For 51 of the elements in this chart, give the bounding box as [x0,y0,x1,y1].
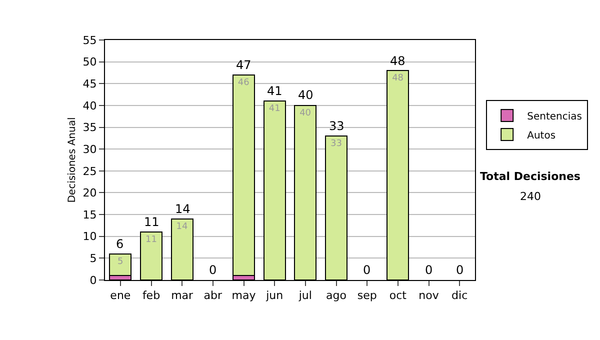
x-tick-label: jun [265,289,284,302]
y-tick-label: 20 [82,186,97,200]
y-tick-label: 50 [82,56,97,69]
x-tick-label: oct [389,289,408,302]
data-label: 5 [118,256,124,267]
x-tick-label: dic [452,289,468,302]
x-tick-label: sep [357,289,377,302]
y-tick-label: 35 [82,121,97,134]
y-tick-label: 15 [82,208,97,222]
data-label: 46 [238,78,250,88]
x-tick-label: ene [110,289,131,302]
data-label: 33 [330,139,342,149]
legend-label: Autos [527,130,556,142]
y-tick-label: 5 [90,252,97,266]
total-label: 47 [236,58,252,72]
total-label: 40 [298,88,314,102]
text: 240 [520,190,541,203]
total-label: 6 [116,237,124,251]
bar [109,253,132,276]
data-label: 48 [392,74,404,84]
y-tick-label: 30 [82,142,97,156]
y-tick-label: 25 [82,164,97,178]
x-tick-label: nov [418,289,440,302]
y-tick-label: 10 [82,230,97,244]
x-tick-label: jul [298,289,312,302]
x-tick-label: mar [171,289,194,302]
total-label: 14 [175,202,190,216]
total-label: 41 [267,84,282,98]
data-label: 40 [300,108,312,118]
total-label: 0 [363,263,371,277]
total-label: 0 [209,263,217,277]
bar [232,74,256,276]
data-label: 11 [146,235,157,245]
y-tick-label: 55 [82,34,97,47]
legend-label: Sentencias [527,111,582,122]
y-tick-label: 0 [90,274,97,287]
x-tick-label: may [232,289,256,302]
y-tick-label: 40 [82,99,97,112]
data-label: 41 [268,104,280,114]
x-tick-label: feb [142,289,160,302]
total-label: 48 [390,54,406,68]
total-label: 33 [329,119,344,133]
text: Total Decisiones [480,170,581,183]
x-tick-label: ago [326,289,347,302]
total-label: 0 [425,263,433,277]
total-label: 11 [144,215,160,229]
total-label: 0 [456,263,464,277]
x-tick-label: abr [204,289,223,302]
y-axis-title: Decisiones Anual [67,117,78,203]
y-tick-label: 45 [82,77,97,90]
data-label: 14 [176,222,188,232]
